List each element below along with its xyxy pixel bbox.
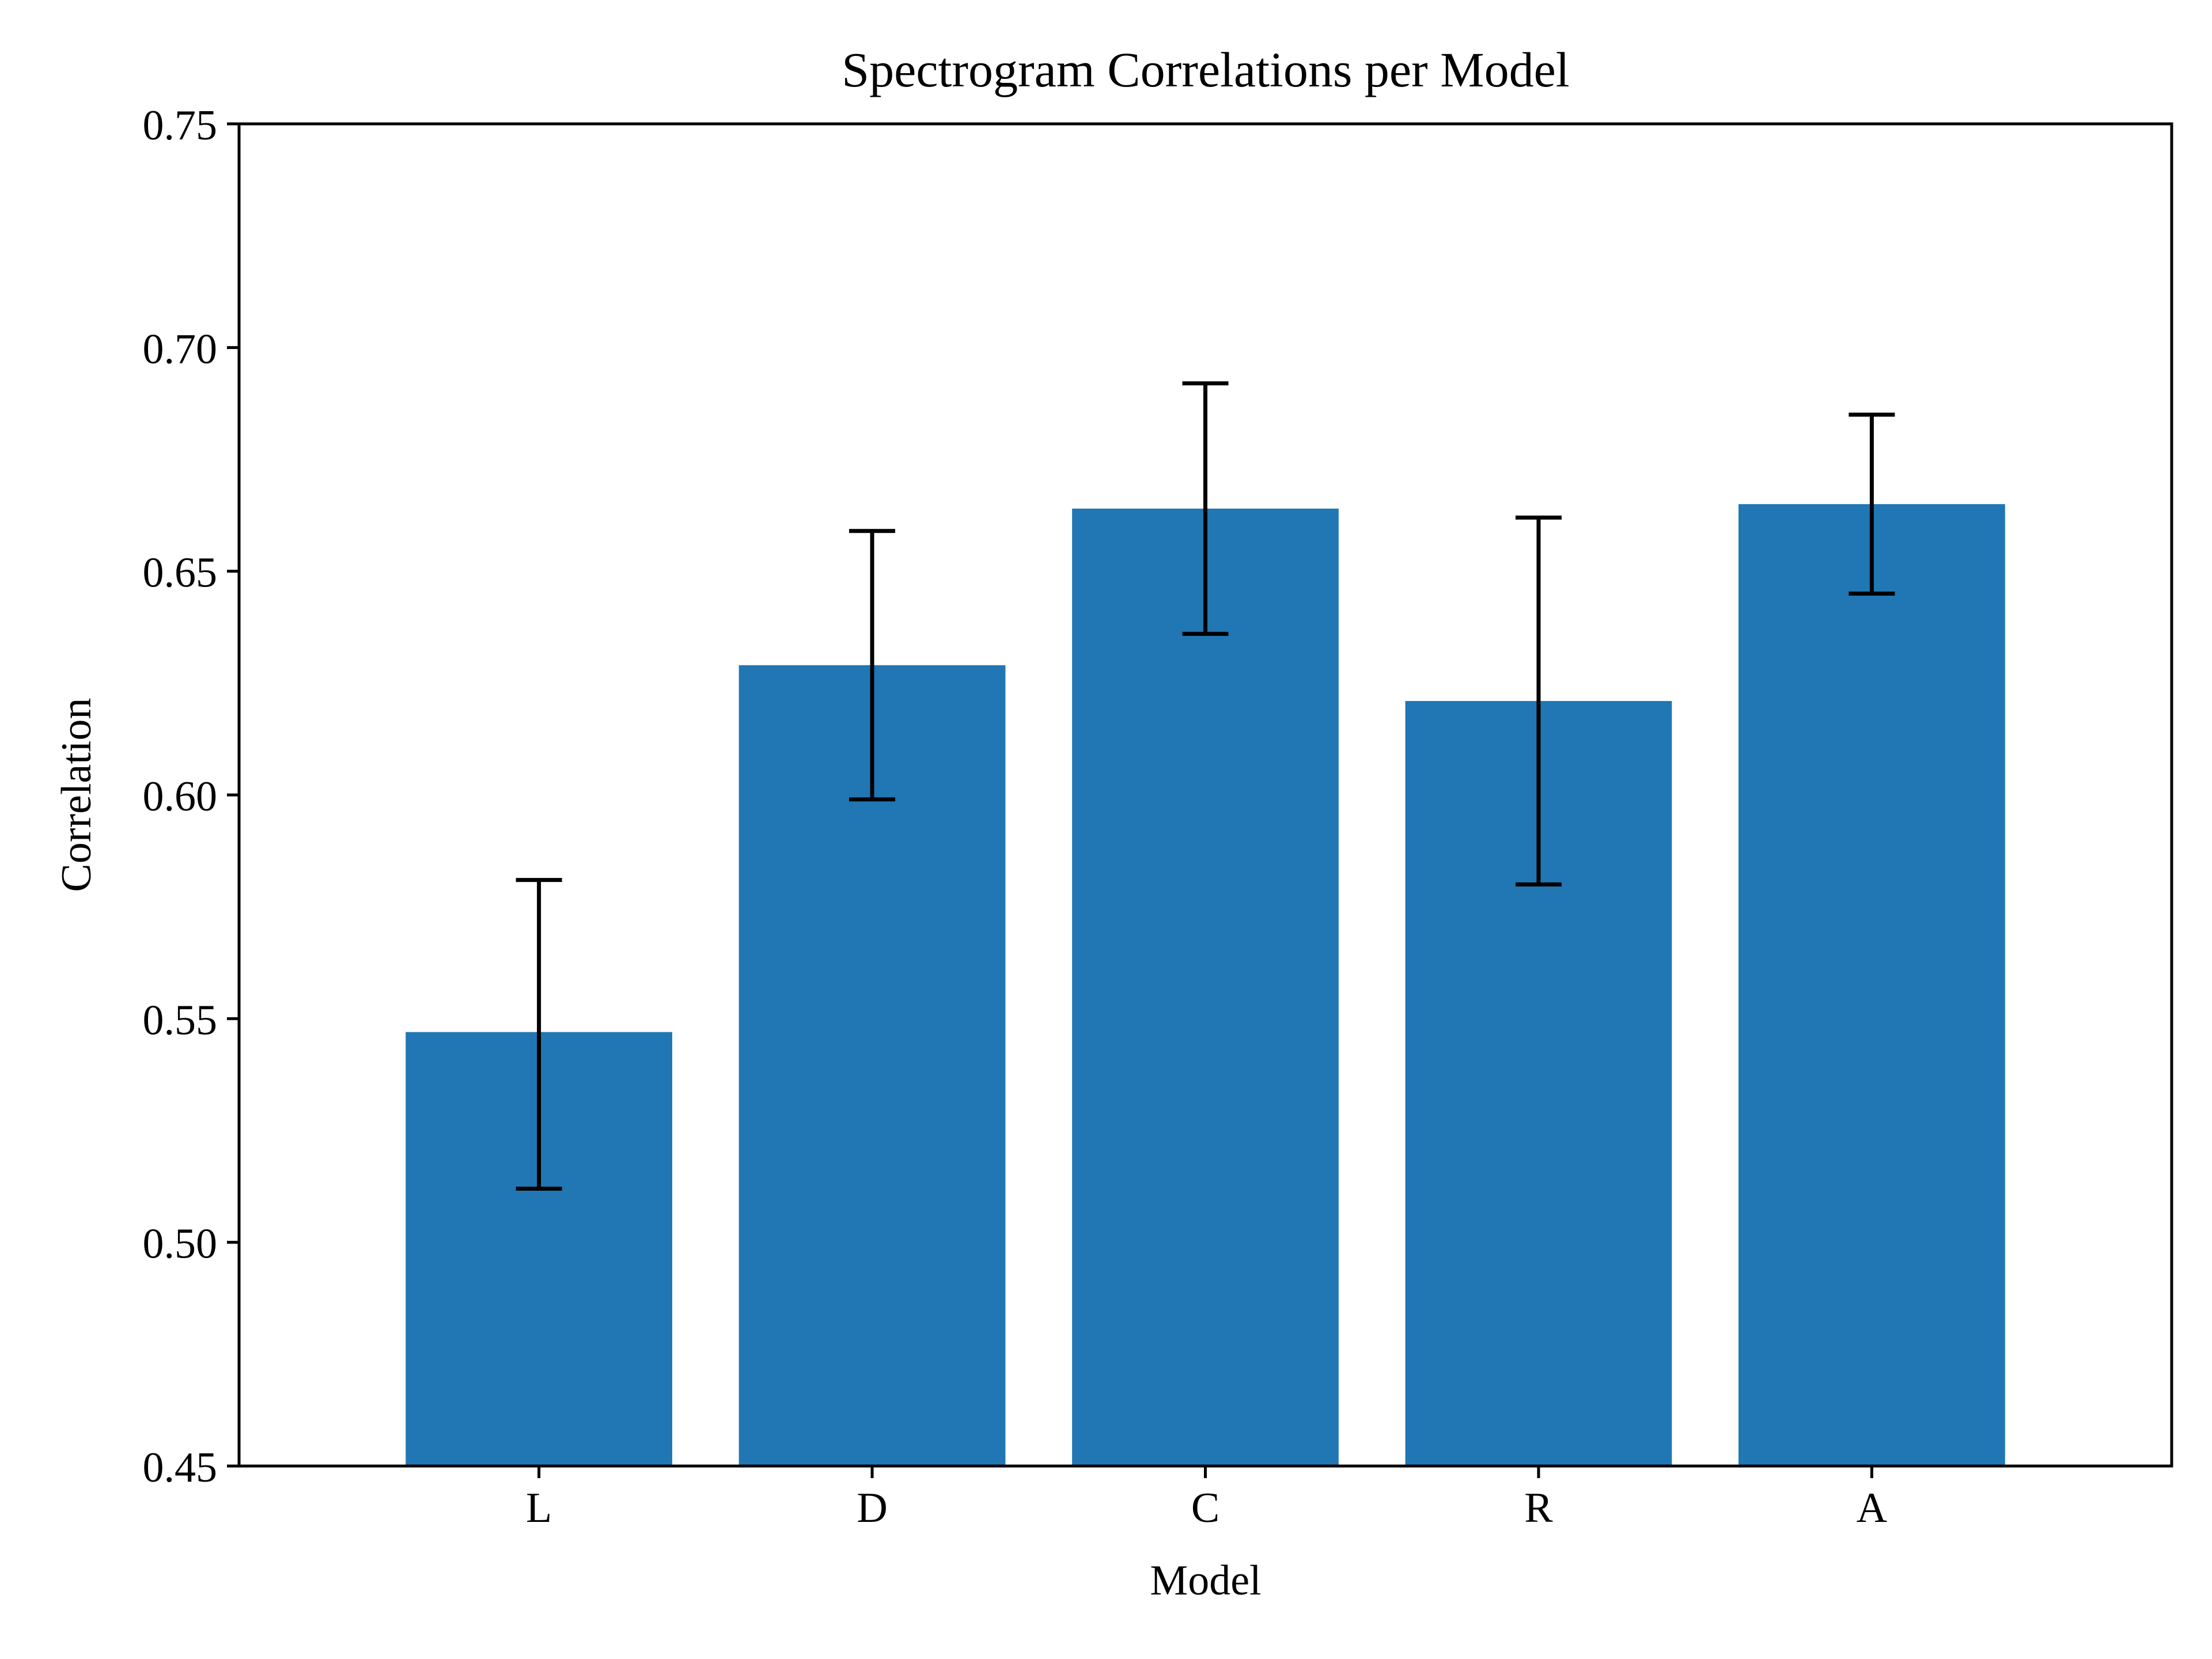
y-tick-label: 0.75 <box>143 102 218 149</box>
x-tick-label: A <box>1857 1484 1887 1532</box>
y-tick-label: 0.65 <box>143 550 218 597</box>
x-tick-label: C <box>1191 1484 1219 1532</box>
y-tick-label: 0.70 <box>143 325 218 373</box>
bar-a <box>1738 504 2005 1466</box>
x-tick-label: D <box>857 1484 887 1532</box>
axes-frame <box>237 122 2173 1468</box>
x-tick-label: R <box>1524 1484 1553 1532</box>
y-tick-label: 0.55 <box>143 997 218 1044</box>
y-tick-label: 0.45 <box>143 1444 218 1491</box>
y-tick-label: 0.60 <box>143 773 218 820</box>
y-tick-label: 0.50 <box>143 1221 218 1268</box>
bar-c <box>1072 508 1339 1466</box>
x-axis-label: Model <box>1150 1557 1261 1604</box>
plot-area: L D C R A 0.45 0.50 0.55 0.60 0.65 0.70 0.75 <box>143 102 2005 1532</box>
y-axis-label: Correlation <box>53 698 100 892</box>
x-tick-label: L <box>526 1484 552 1532</box>
chart-title: Spectrogram Correlations per Model <box>842 42 1569 97</box>
